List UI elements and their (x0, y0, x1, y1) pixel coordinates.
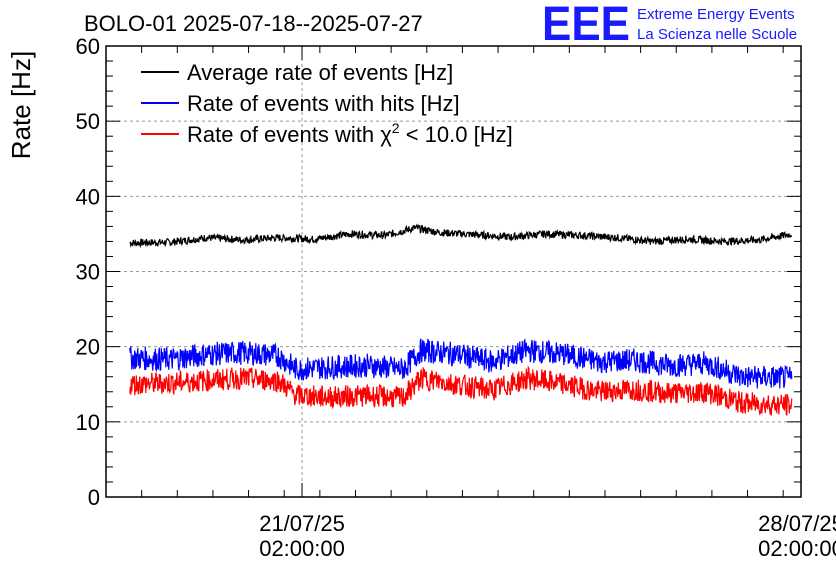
y-tick-label: 20 (76, 335, 100, 360)
y-tick-label: 30 (76, 260, 100, 285)
y-tick-label: 0 (88, 485, 100, 510)
logo-mark: EEE (542, 0, 630, 51)
series-group (129, 223, 793, 416)
legend-label-0: Average rate of events [Hz] (187, 60, 453, 85)
series-0 (129, 223, 793, 249)
x-tick-label-date: 28/07/25 (758, 511, 836, 536)
eee-logo: EEE Extreme Energy Events La Scienza nel… (542, 0, 797, 51)
logo-line-1: Extreme Energy Events (637, 6, 795, 23)
y-axis-title: Rate [Hz] (6, 51, 36, 159)
x-tick-label-time: 02:00:00 (259, 536, 345, 561)
y-tick-label: 50 (76, 109, 100, 134)
chart-title: BOLO-01 2025-07-18--2025-07-27 (84, 11, 423, 36)
series-line-2 (129, 365, 793, 416)
x-tick-label-time: 02:00:00 (758, 536, 836, 561)
series-line-0 (129, 223, 793, 249)
legend: Average rate of events [Hz] Rate of event… (141, 60, 513, 147)
legend-label-1: Rate of events with hits [Hz] (187, 91, 460, 116)
y-axis: 0 10 20 30 40 50 60 (76, 34, 801, 510)
series-2 (129, 365, 793, 416)
y-tick-label: 10 (76, 410, 100, 435)
y-tick-label: 40 (76, 184, 100, 209)
series-1 (129, 338, 793, 389)
legend-label-2: Rate of events with χ2 < 10.0 [Hz] (187, 120, 513, 147)
y-tick-label: 60 (76, 34, 100, 59)
logo-line-2: La Scienza nelle Scuole (637, 26, 797, 43)
x-tick-label-date: 21/07/25 (259, 511, 345, 536)
series-line-1 (129, 338, 793, 389)
